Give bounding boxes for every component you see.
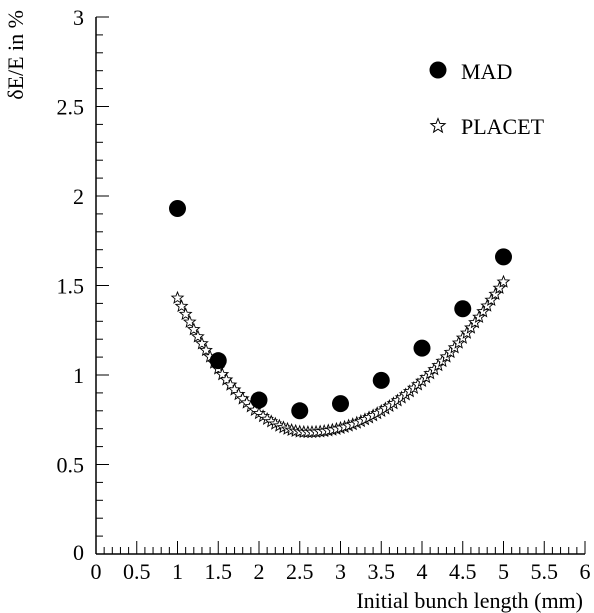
- x-tick-label: 2.5: [286, 559, 314, 584]
- axes: [95, 17, 585, 555]
- y-tick-label: 1: [73, 363, 84, 388]
- x-axis-title: Initial bunch length (mm): [356, 588, 583, 613]
- mad-point: [332, 395, 349, 413]
- placet-star: [219, 372, 234, 386]
- y-axis-title: δE/E in %: [3, 10, 28, 100]
- x-tick-label: 4.5: [449, 559, 477, 584]
- legend-marker-mad: [429, 61, 447, 79]
- legend: MAD PLACET: [429, 59, 545, 139]
- mad-point: [413, 339, 431, 357]
- placet-star: [195, 336, 209, 350]
- axis-ticks: [95, 16, 586, 555]
- mad-point: [291, 402, 309, 420]
- x-tick-label: 0: [91, 559, 102, 584]
- legend-marker-placet: [429, 117, 447, 134]
- x-tick-label: 3: [335, 559, 346, 584]
- legend-label-placet: PLACET: [461, 114, 545, 139]
- placet-star: [496, 274, 511, 288]
- y-tick-label: 2.5: [57, 95, 85, 120]
- x-tick-label: 0.5: [123, 559, 151, 584]
- tick-labels: 0 0.5 1 1.5 2 2.5 3 3.5 4 4.5 5 5.5 6 0 0.5 1 1.5 2 2.5 3: [57, 5, 591, 584]
- placet-star: [182, 314, 197, 328]
- placet-star: [476, 304, 491, 318]
- placet-star: [178, 307, 193, 321]
- legend-label-mad: MAD: [461, 59, 512, 84]
- placet-star: [170, 290, 185, 304]
- x-tick-label: 4: [417, 559, 428, 584]
- mad-point: [454, 300, 472, 318]
- x-tick-label: 1: [172, 559, 183, 584]
- y-tick-label: 3: [73, 5, 84, 30]
- series-mad: [169, 200, 512, 420]
- y-tick-label: 1.5: [57, 274, 85, 299]
- x-tick-label: 1.5: [205, 559, 233, 584]
- mad-point: [209, 352, 227, 370]
- placet-star: [174, 299, 189, 313]
- x-tick-label: 2: [254, 559, 265, 584]
- placet-star: [464, 320, 478, 334]
- x-tick-label: 5.5: [531, 559, 559, 584]
- mad-point: [250, 391, 268, 409]
- mad-point: [372, 371, 390, 389]
- mad-point: [169, 200, 186, 218]
- legend-star: [429, 117, 447, 134]
- placet-star: [215, 367, 230, 381]
- y-tick-label: 2: [73, 184, 84, 209]
- placet-star: [468, 315, 482, 329]
- placet-star: [199, 343, 213, 357]
- x-tick-label: 3.5: [368, 559, 396, 584]
- series-placet: [170, 274, 511, 439]
- mad-point: [495, 248, 512, 266]
- placet-star: [186, 322, 201, 336]
- placet-star: [190, 329, 205, 343]
- placet-star: [472, 309, 486, 324]
- y-tick-label: 0.5: [57, 453, 85, 478]
- x-tick-label: 5: [498, 559, 509, 584]
- y-tick-label: 0: [73, 540, 84, 565]
- x-tick-label: 6: [580, 559, 591, 584]
